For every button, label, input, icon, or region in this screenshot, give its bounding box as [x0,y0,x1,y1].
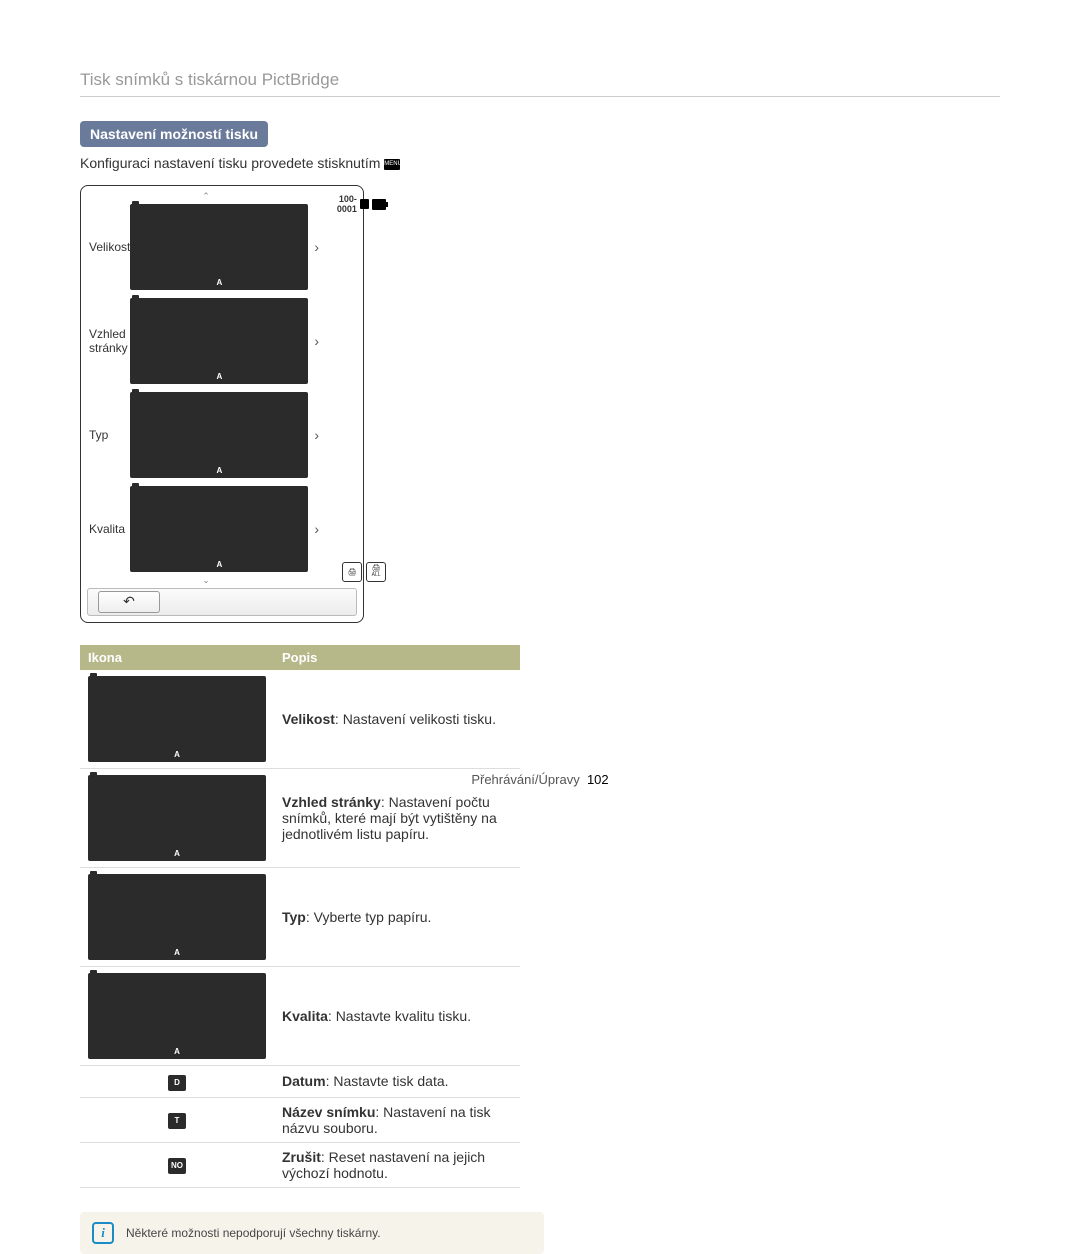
row-term: Název snímku [282,1104,375,1120]
row-term: Velikost [282,711,335,727]
row-term: Datum [282,1073,326,1089]
type-icon: A [88,874,266,960]
menu-row-type[interactable]: Typ A › [87,388,325,482]
menu-label: Vzhled stránky [89,327,130,355]
scroll-down-icon[interactable]: ⌄ [87,576,325,584]
title-divider [80,96,1000,97]
info-icon: i [92,1222,114,1244]
camera-screen: ⌃ Velikost A › Vzhled stránky A › Typ A › K… [80,185,364,623]
scroll-up-icon[interactable]: ⌃ [87,192,325,200]
section-heading: Nastavení možností tisku [80,121,268,147]
size-glyph-icon: A [130,204,308,290]
chevron-right-icon: › [314,427,319,443]
size-icon: A [88,676,266,762]
row-term: Typ [282,909,306,925]
th-desc: Popis [274,645,520,670]
chevron-right-icon: › [314,333,319,349]
quality-icon: A [88,973,266,1059]
intro-text: Konfiguraci nastavení tisku provedete st… [80,155,1000,171]
row-term: Kvalita [282,1008,328,1024]
back-row: ↶ [87,588,357,616]
footer-page-number: 102 [587,772,609,787]
table-row: T Název snímku: Nastavení na tisk názvu … [80,1097,520,1142]
filename-icon: T [168,1113,186,1129]
back-button[interactable]: ↶ [98,591,160,613]
counter-label: 100-0001 [329,194,357,214]
menu-label: Velikost [89,240,130,254]
table-row: A Kvalita: Nastavte kvalitu tisku. [80,967,520,1066]
chevron-right-icon: › [314,239,319,255]
print-one-icon[interactable]: 🖨 [342,562,362,582]
battery-icon [372,199,386,210]
quality-glyph-icon: A [130,486,308,572]
type-glyph-icon: A [130,392,308,478]
in-indicator-icon [360,199,370,209]
footer-section: Přehrávání/Úpravy [471,772,579,787]
options-table: Ikona Popis A Velikost: Nastavení veliko… [80,645,520,1188]
chevron-right-icon: › [314,521,319,537]
menu-icon: MENU [384,159,400,170]
note-box: i Některé možnosti nepodporují všechny t… [80,1212,544,1254]
menu-label: Typ [89,428,108,442]
menu-label: Kvalita [89,522,125,536]
table-row: A Velikost: Nastavení velikosti tisku. [80,670,520,769]
note-text: Některé možnosti nepodporují všechny tis… [126,1226,381,1240]
preview-column: 100-0001 🖨 🖨ALL [325,192,386,584]
table-row: A Typ: Vyberte typ papíru. [80,868,520,967]
row-text: : Vyberte typ papíru. [306,909,432,925]
row-text: : Nastavte kvalitu tisku. [328,1008,471,1024]
row-term: Vzhled stránky [282,794,381,810]
page-title: Tisk snímků s tiskárnou PictBridge [80,70,1000,90]
date-icon: D [168,1075,186,1091]
menu-row-size[interactable]: Velikost A › [87,200,325,294]
table-row: NO Zrušit: Reset nastavení na jejich výc… [80,1142,520,1187]
menu-column: ⌃ Velikost A › Vzhled stránky A › Typ A › K… [87,192,325,584]
print-all-icon[interactable]: 🖨ALL [366,562,386,582]
row-text: : Nastavte tisk data. [326,1073,449,1089]
layout-icon: A [88,775,266,861]
th-icon: Ikona [80,645,274,670]
menu-row-quality[interactable]: Kvalita A › [87,482,325,576]
page-footer: Přehrávání/Úpravy 102 [0,772,1080,787]
table-row: D Datum: Nastavte tisk data. [80,1066,520,1098]
reset-icon: NO [168,1158,186,1174]
intro-line: Konfiguraci nastavení tisku provedete st… [80,155,380,171]
row-text: : Nastavení velikosti tisku. [335,711,496,727]
menu-row-layout[interactable]: Vzhled stránky A › [87,294,325,388]
layout-glyph-icon: A [130,298,308,384]
row-term: Zrušit [282,1149,321,1165]
